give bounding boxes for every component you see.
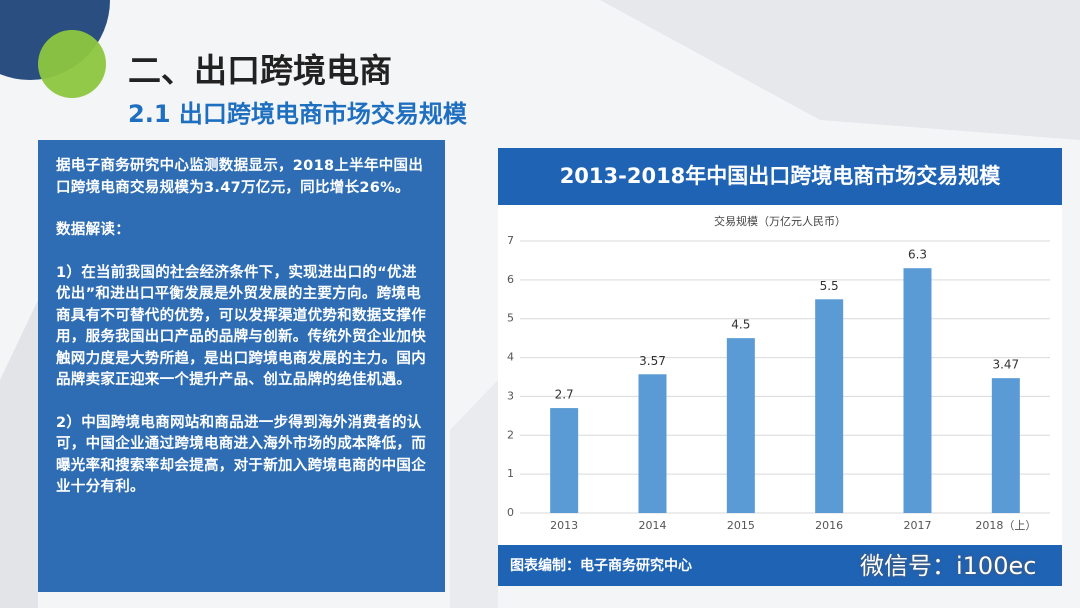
bar — [903, 268, 932, 513]
y-tick-label: 3 — [507, 389, 514, 402]
y-tick-label: 7 — [507, 234, 514, 247]
paragraph: 据电子商务研究中心监测数据显示，2018上半年中国出口跨境电商交易规模为3.47… — [56, 158, 424, 196]
y-tick-label: 4 — [507, 351, 514, 364]
bar — [991, 378, 1020, 513]
x-tick-label: 2015 — [727, 519, 755, 532]
data-label: 5.5 — [820, 279, 839, 293]
y-tick-label: 6 — [507, 273, 514, 286]
data-label: 2.7 — [555, 388, 574, 402]
slide-title: 二、出口跨境电商 — [128, 51, 392, 90]
x-tick-label: 2014 — [639, 519, 667, 532]
watermark: 微信号：i100ec — [860, 552, 1037, 580]
bar — [726, 338, 755, 513]
paragraph: 1）在当前我国的社会经济条件下，实现进出口的“优进优出”和进出口平衡发展是外贸发… — [56, 264, 426, 389]
data-label: 6.3 — [908, 248, 927, 262]
data-label: 3.57 — [639, 354, 666, 368]
y-tick-label: 1 — [507, 467, 514, 480]
x-tick-label: 2013 — [550, 519, 578, 532]
text-panel: 据电子商务研究中心监测数据显示，2018上半年中国出口跨境电商交易规模为3.47… — [38, 140, 445, 592]
axis-label: 交易规模（万亿元人民币） — [714, 214, 846, 228]
bar — [550, 408, 579, 513]
data-label: 3.47 — [992, 358, 1019, 372]
chart-title: 2013-2018年中国出口跨境电商市场交易规模 — [560, 164, 1002, 188]
x-tick-label: 2016 — [815, 519, 843, 532]
slide-subtitle: 2.1 出口跨境电商市场交易规模 — [128, 100, 467, 128]
bar — [638, 374, 667, 513]
x-tick-label: 2018（上） — [975, 519, 1036, 532]
y-tick-label: 2 — [507, 428, 514, 441]
chart: 2013-2018年中国出口跨境电商市场交易规模 交易规模（万亿元人民币） 图表… — [498, 148, 1062, 586]
data-label: 4.5 — [731, 318, 750, 332]
bar — [815, 299, 844, 513]
y-tick-label: 0 — [507, 506, 514, 519]
paragraph: 数据解读： — [56, 222, 130, 238]
x-tick-label: 2017 — [904, 519, 932, 532]
paragraph: 2）中国跨境电商网站和商品进一步得到海外消费者的认可，中国企业通过跨境电商进入海… — [56, 414, 426, 496]
chart-source: 图表编制：电子商务研究中心 — [510, 557, 692, 574]
y-tick-label: 5 — [507, 312, 514, 325]
